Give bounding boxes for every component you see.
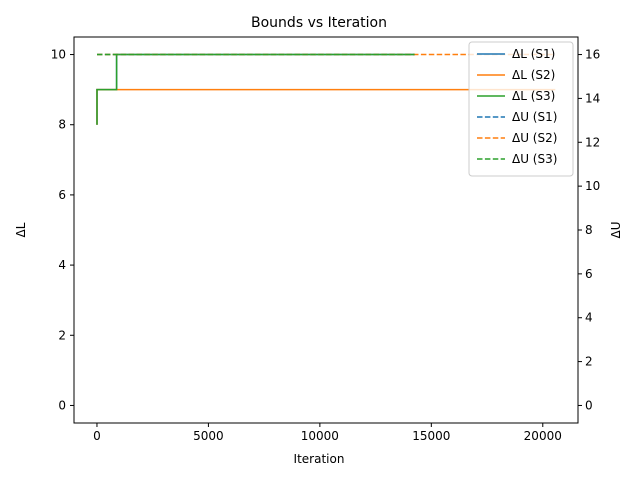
legend-entry-label: ΔU (S1) — [512, 110, 557, 124]
y-left-tick-label: 10 — [51, 48, 66, 62]
y-left-tick-label: 2 — [58, 328, 66, 342]
x-tick-label: 0 — [93, 429, 101, 443]
series-layer — [96, 53, 556, 125]
y-right-tick-label: 4 — [585, 311, 593, 325]
legend-entry-label: ΔU (S3) — [512, 152, 557, 166]
y-left-tick-label: 0 — [58, 398, 66, 412]
x-tick-label: 10000 — [301, 429, 339, 443]
legend-entry-label: ΔU (S2) — [512, 131, 557, 145]
axes-layer: 0 5000 10000 15000 20000 0 2 4 6 8 10 0 2 4 6 8 10 12 14 16 — [51, 48, 601, 443]
y-left-tick-label: 8 — [58, 118, 66, 132]
y-axis-right-label: ΔU — [609, 222, 623, 239]
chart-title: Bounds vs Iteration — [251, 15, 387, 31]
legend-entry-label: ΔL (S3) — [512, 89, 555, 103]
y-right-tick-label: 16 — [585, 48, 600, 62]
x-tick-label: 20000 — [524, 429, 562, 443]
y-right-tick-label: 14 — [585, 91, 600, 105]
legend-entry-label: ΔL (S1) — [512, 47, 555, 61]
y-right-tick-label: 0 — [585, 398, 593, 412]
y-left-tick-label: 4 — [58, 258, 66, 272]
legend-entry-label: ΔL (S2) — [512, 68, 555, 82]
legend: ΔL (S1) ΔL (S2) ΔL (S3) ΔU (S1) ΔU (S2) ΔU (S… — [468, 41, 574, 177]
y-right-tick-label: 10 — [585, 179, 600, 193]
y-right-tick-label: 8 — [585, 223, 593, 237]
x-axis-label: Iteration — [294, 452, 345, 466]
x-tick-label: 15000 — [412, 429, 450, 443]
y-right-tick-label: 12 — [585, 135, 600, 149]
y-axis-left-label: ΔL — [14, 222, 28, 237]
y-right-tick-label: 2 — [585, 355, 593, 369]
x-tick-label: 5000 — [193, 429, 224, 443]
y-left-tick-label: 6 — [58, 188, 66, 202]
y-right-tick-label: 6 — [585, 267, 593, 281]
